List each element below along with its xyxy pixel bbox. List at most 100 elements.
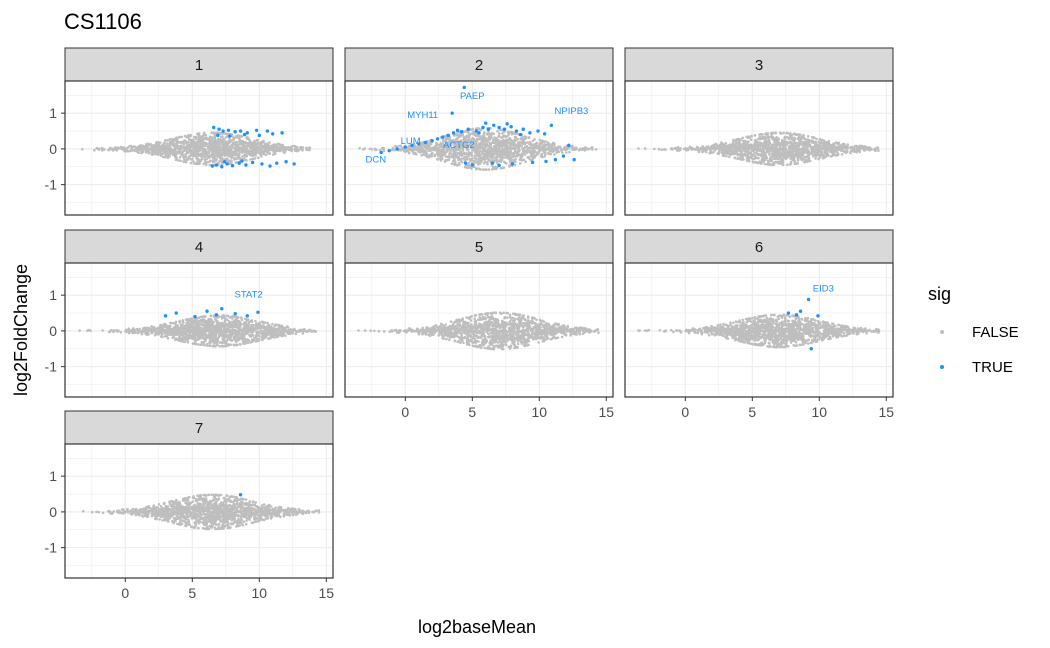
nonsig-point — [563, 148, 567, 151]
nonsig-point — [187, 138, 191, 141]
nonsig-point — [205, 163, 208, 167]
sig-point — [221, 129, 225, 133]
nonsig-point — [173, 155, 177, 159]
nonsig-point — [505, 146, 509, 149]
nonsig-point — [238, 342, 242, 346]
nonsig-point — [112, 330, 115, 334]
nonsig-point — [172, 142, 176, 146]
nonsig-point — [637, 147, 640, 150]
nonsig-point — [473, 156, 477, 160]
nonsig-point — [572, 147, 575, 151]
nonsig-point — [478, 160, 482, 163]
nonsig-point — [796, 159, 800, 162]
sig-point — [222, 160, 227, 164]
nonsig-point — [735, 151, 738, 155]
nonsig-point — [784, 147, 788, 150]
nonsig-point — [766, 135, 770, 138]
nonsig-point — [173, 138, 176, 141]
nonsig-point — [223, 151, 226, 154]
gene-label: ACTG2 — [443, 140, 475, 151]
nonsig-point — [529, 142, 533, 145]
nonsig-point — [188, 156, 191, 160]
sig-point — [217, 127, 221, 131]
nonsig-point — [194, 155, 198, 159]
nonsig-point — [146, 143, 150, 146]
nonsig-point — [266, 142, 269, 145]
nonsig-point — [482, 132, 486, 135]
sig-point — [528, 131, 532, 135]
nonsig-point — [243, 141, 247, 144]
nonsig-point — [193, 148, 196, 152]
nonsig-point — [412, 152, 416, 155]
nonsig-point — [722, 154, 726, 157]
nonsig-point — [197, 133, 201, 137]
nonsig-point — [513, 154, 517, 158]
nonsig-point — [507, 137, 511, 141]
nonsig-point — [789, 150, 793, 154]
nonsig-point — [219, 131, 223, 135]
nonsig-point — [201, 139, 204, 142]
sig-point — [510, 162, 515, 166]
nonsig-point — [147, 147, 151, 151]
nonsig-point — [202, 162, 205, 166]
nonsig-point — [252, 157, 255, 161]
nonsig-point — [808, 143, 812, 147]
nonsig-point — [754, 147, 758, 151]
nonsig-point — [252, 154, 255, 157]
nonsig-point — [713, 149, 717, 152]
nonsig-point — [264, 146, 268, 149]
nonsig-point — [234, 161, 238, 164]
nonsig-point — [833, 153, 836, 157]
nonsig-point — [708, 151, 711, 155]
nonsig-point — [753, 134, 757, 137]
nonsig-point — [517, 141, 520, 144]
facet-panel-1: 110-1 — [45, 47, 334, 216]
nonsig-point — [234, 136, 238, 139]
nonsig-point — [717, 146, 720, 149]
nonsig-point — [796, 154, 800, 158]
nonsig-point — [225, 146, 228, 150]
nonsig-point — [403, 149, 407, 153]
nonsig-point — [868, 147, 872, 150]
nonsig-point — [190, 153, 194, 156]
nonsig-point — [200, 152, 204, 156]
nonsig-point — [770, 159, 773, 163]
nonsig-point — [759, 145, 763, 148]
nonsig-point — [140, 151, 143, 155]
nonsig-point — [803, 160, 806, 163]
nonsig-point — [273, 144, 277, 148]
nonsig-point — [100, 146, 104, 150]
nonsig-point — [276, 148, 279, 151]
nonsig-point — [753, 154, 757, 158]
sig-point — [446, 133, 450, 138]
sig-point — [240, 159, 244, 163]
nonsig-point — [169, 142, 173, 145]
nonsig-point — [536, 146, 539, 150]
nonsig-point — [427, 148, 430, 151]
sig-point — [210, 164, 215, 168]
nonsig-point — [451, 155, 454, 158]
sig-point — [271, 132, 275, 136]
nonsig-point — [204, 149, 208, 153]
nonsig-point — [745, 140, 749, 144]
nonsig-point — [374, 148, 377, 152]
nonsig-point — [445, 150, 448, 154]
nonsig-point — [797, 144, 801, 147]
nonsig-point — [198, 159, 202, 163]
nonsig-point — [420, 154, 424, 157]
nonsig-point — [493, 136, 496, 139]
nonsig-point — [219, 138, 222, 141]
nonsig-point — [806, 141, 810, 145]
nonsig-point — [128, 144, 132, 148]
nonsig-point — [514, 139, 518, 142]
nonsig-point — [773, 143, 776, 146]
nonsig-point — [248, 146, 252, 150]
nonsig-point — [491, 154, 494, 158]
nonsig-point — [733, 156, 736, 160]
sig-point — [226, 128, 231, 133]
nonsig-point — [446, 158, 449, 162]
nonsig-point — [722, 148, 726, 152]
nonsig-point — [231, 143, 234, 146]
nonsig-point — [151, 152, 155, 156]
nonsig-point — [493, 167, 497, 171]
